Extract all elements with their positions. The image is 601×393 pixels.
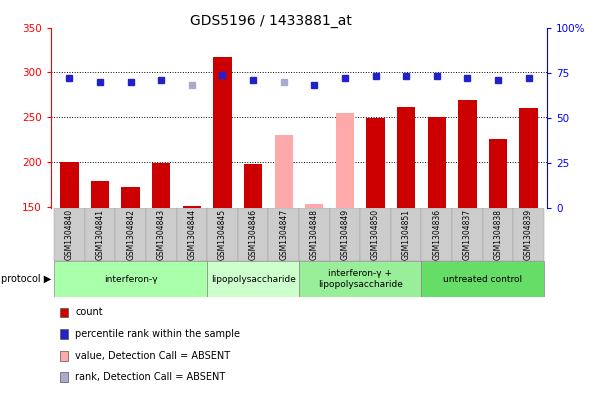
Bar [489,140,507,208]
Bar [336,114,354,208]
FancyBboxPatch shape [452,208,483,261]
Bar [121,187,140,208]
Bar [244,164,262,208]
Text: GSM1304839: GSM1304839 [524,209,533,261]
FancyBboxPatch shape [54,261,207,297]
Bar [91,182,109,208]
Text: GSM1304837: GSM1304837 [463,209,472,261]
FancyBboxPatch shape [299,208,329,261]
Text: GSM1304846: GSM1304846 [249,209,258,261]
FancyBboxPatch shape [146,208,177,261]
FancyBboxPatch shape [207,208,238,261]
Text: interferon-γ: interferon-γ [104,275,157,283]
Text: GSM1304847: GSM1304847 [279,209,288,261]
FancyBboxPatch shape [513,208,544,261]
FancyBboxPatch shape [207,261,299,297]
FancyBboxPatch shape [299,261,421,297]
Bar [427,117,446,208]
Bar [152,163,171,208]
Text: GSM1304843: GSM1304843 [157,209,166,261]
Bar [458,100,477,208]
Bar [275,135,293,208]
Text: GSM1304849: GSM1304849 [340,209,349,261]
FancyBboxPatch shape [360,208,391,261]
Bar [519,108,538,208]
Text: GSM1304841: GSM1304841 [96,209,105,260]
Bar [213,57,231,208]
Text: GSM1304848: GSM1304848 [310,209,319,260]
Text: count: count [75,307,103,318]
Bar [397,107,415,208]
Text: percentile rank within the sample: percentile rank within the sample [75,329,240,339]
Bar [183,206,201,208]
Text: GSM1304840: GSM1304840 [65,209,74,261]
Text: rank, Detection Call = ABSENT: rank, Detection Call = ABSENT [75,372,225,382]
FancyBboxPatch shape [421,208,452,261]
Bar [305,204,323,208]
FancyBboxPatch shape [483,208,513,261]
FancyBboxPatch shape [269,208,299,261]
FancyBboxPatch shape [329,208,360,261]
FancyBboxPatch shape [115,208,146,261]
FancyBboxPatch shape [177,208,207,261]
Text: interferon-γ +
lipopolysaccharide: interferon-γ + lipopolysaccharide [318,269,403,289]
Text: GSM1304850: GSM1304850 [371,209,380,261]
Text: GSM1304836: GSM1304836 [432,209,441,261]
FancyBboxPatch shape [238,208,269,261]
Bar [60,162,79,208]
Text: protocol ▶: protocol ▶ [1,274,52,284]
Text: GSM1304838: GSM1304838 [493,209,502,260]
FancyBboxPatch shape [421,261,544,297]
Text: GSM1304845: GSM1304845 [218,209,227,261]
Text: GSM1304842: GSM1304842 [126,209,135,260]
FancyBboxPatch shape [54,208,85,261]
Text: lipopolysaccharide: lipopolysaccharide [210,275,296,283]
Text: value, Detection Call = ABSENT: value, Detection Call = ABSENT [75,351,230,361]
Text: untreated control: untreated control [443,275,522,283]
Text: GDS5196 / 1433881_at: GDS5196 / 1433881_at [189,14,352,28]
FancyBboxPatch shape [85,208,115,261]
FancyBboxPatch shape [391,208,421,261]
Text: GSM1304844: GSM1304844 [188,209,197,261]
Bar [367,118,385,208]
Text: GSM1304851: GSM1304851 [401,209,410,260]
